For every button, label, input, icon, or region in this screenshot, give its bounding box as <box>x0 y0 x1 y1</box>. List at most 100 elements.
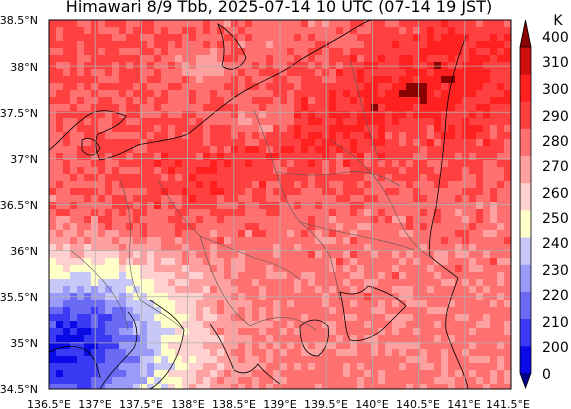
tbb-cell <box>231 314 239 322</box>
tbb-cell <box>357 209 365 217</box>
tbb-cell <box>350 188 358 196</box>
tbb-cell <box>364 181 372 189</box>
tbb-cell <box>371 230 379 238</box>
tbb-cell <box>504 377 511 385</box>
tbb-cell <box>294 265 302 273</box>
tbb-cell <box>259 76 267 84</box>
tbb-cell <box>322 69 330 77</box>
tbb-cell <box>476 279 484 287</box>
tbb-cell <box>371 251 379 259</box>
tbb-cell <box>105 244 113 252</box>
tbb-cell <box>147 230 155 238</box>
tbb-cell <box>168 188 176 196</box>
tbb-cell <box>315 55 323 63</box>
tbb-cell <box>217 188 225 196</box>
tbb-cell <box>336 237 344 245</box>
tbb-cell <box>427 314 435 322</box>
colorbar-bin <box>520 264 531 292</box>
tbb-cell <box>210 181 218 189</box>
tbb-cell <box>196 321 204 329</box>
tbb-cell <box>196 83 204 91</box>
tbb-cell <box>336 167 344 175</box>
tbb-cell <box>378 363 386 371</box>
tbb-cell <box>189 265 197 273</box>
tbb-cell <box>98 314 106 322</box>
tbb-cell <box>357 195 365 203</box>
tbb-cell <box>343 377 351 385</box>
tbb-cell <box>266 370 274 378</box>
tbb-cell <box>343 251 351 259</box>
tbb-cell <box>427 377 435 385</box>
tbb-cell <box>189 181 197 189</box>
tbb-cell <box>273 300 281 308</box>
tbb-cell <box>406 258 414 266</box>
tbb-cell <box>273 160 281 168</box>
tbb-cell <box>343 237 351 245</box>
tbb-cell <box>119 76 127 84</box>
tbb-cell <box>497 251 505 259</box>
colorbar-bin <box>520 101 531 129</box>
tbb-cell <box>280 48 288 56</box>
tbb-cell <box>497 377 505 385</box>
tbb-cell <box>364 146 372 154</box>
tbb-cell <box>189 342 197 350</box>
tbb-cell <box>273 27 281 35</box>
tbb-cell <box>140 265 148 273</box>
tbb-cell <box>399 279 407 287</box>
tbb-cell <box>357 223 365 231</box>
tbb-cell <box>413 279 421 287</box>
tbb-cell <box>280 258 288 266</box>
tbb-cell <box>441 363 449 371</box>
tbb-cell <box>378 195 386 203</box>
tbb-cell <box>490 258 498 266</box>
tbb-cell <box>490 237 498 245</box>
tbb-cell <box>483 272 491 280</box>
tbb-cell <box>476 188 484 196</box>
tbb-cell <box>273 237 281 245</box>
tbb-cell <box>315 174 323 182</box>
tbb-cell <box>504 27 511 35</box>
tbb-cell <box>343 97 351 105</box>
tbb-cell <box>434 349 442 357</box>
tbb-cell <box>329 202 337 210</box>
tbb-cell <box>217 76 225 84</box>
tbb-cell <box>385 111 393 119</box>
tbb-cell <box>231 230 239 238</box>
tbb-cell <box>196 20 204 28</box>
tbb-cell <box>392 321 400 329</box>
tbb-cell <box>392 167 400 175</box>
tbb-cell <box>259 41 267 49</box>
tbb-cell <box>364 90 372 98</box>
tbb-cell <box>91 160 99 168</box>
tbb-cell <box>322 384 330 389</box>
tbb-cell <box>448 69 456 77</box>
tbb-cell <box>203 272 211 280</box>
tbb-cell <box>140 181 148 189</box>
tbb-cell <box>112 265 120 273</box>
tbb-cell <box>301 139 309 147</box>
tbb-cell <box>175 48 183 56</box>
tbb-cell <box>469 202 477 210</box>
tbb-cell <box>196 181 204 189</box>
tbb-cell <box>280 104 288 112</box>
tbb-cell <box>161 300 169 308</box>
tbb-cell <box>385 237 393 245</box>
tbb-cell <box>49 216 57 224</box>
tbb-cell <box>476 111 484 119</box>
tbb-cell <box>322 118 330 126</box>
tbb-cell <box>455 258 463 266</box>
tbb-cell <box>378 300 386 308</box>
tbb-cell <box>357 41 365 49</box>
tbb-cell <box>203 363 211 371</box>
tbb-cell <box>63 174 71 182</box>
tbb-cell <box>168 83 176 91</box>
tbb-cell <box>427 34 435 42</box>
tbb-cell <box>112 153 120 161</box>
tbb-cell <box>406 251 414 259</box>
tbb-cell <box>350 384 358 389</box>
tbb-cell <box>266 223 274 231</box>
tbb-cell <box>434 363 442 371</box>
tbb-cell <box>280 174 288 182</box>
tbb-cell <box>154 307 162 315</box>
tbb-cell <box>441 160 449 168</box>
